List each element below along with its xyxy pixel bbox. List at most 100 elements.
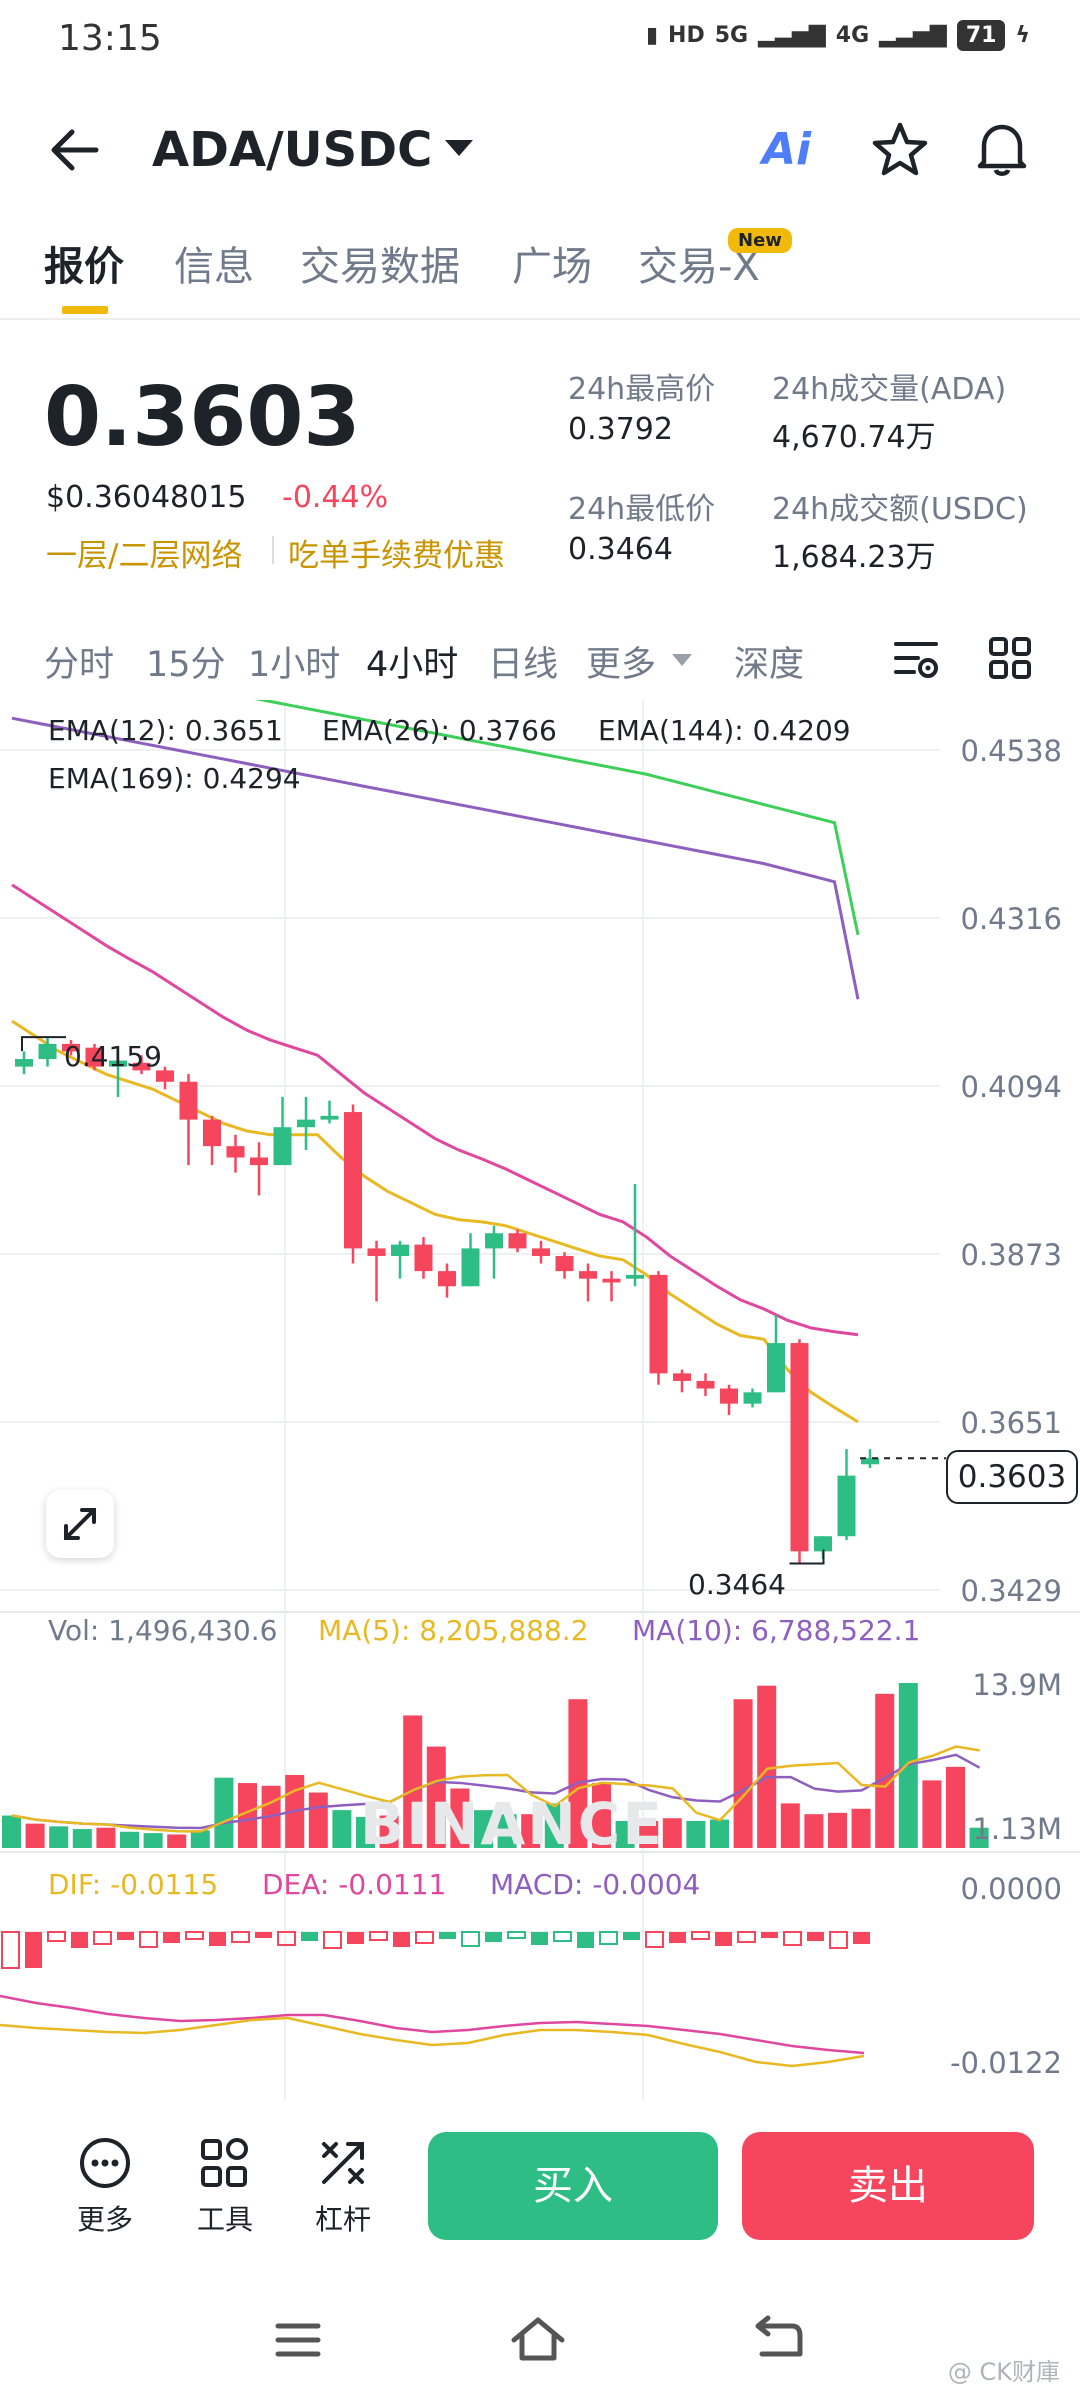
candle-body	[579, 1271, 597, 1279]
menu-icon[interactable]	[268, 2310, 328, 2370]
candle-body	[344, 1112, 362, 1249]
volume-bar	[592, 1783, 611, 1848]
layout-grid-icon[interactable]	[988, 636, 1032, 680]
fee-discount-link[interactable]: 吃单手续费优惠	[288, 538, 505, 574]
status-bar: 13:15 ▮ HD 5G ▂▃▅▇ 4G ▂▃▅▇ 71 ϟ	[0, 0, 1080, 80]
candle-body	[485, 1233, 503, 1249]
candle-body	[391, 1244, 409, 1256]
bottom-action-bar: 更多 工具 杠杆 买入 卖出	[0, 2110, 1080, 2260]
macd-histogram-bar	[185, 1931, 204, 1940]
macd-histogram-bar	[807, 1932, 824, 1941]
macd-histogram-bar	[623, 1932, 640, 1940]
macd-histogram-bar	[347, 1932, 364, 1944]
more-button[interactable]: 更多	[60, 2136, 150, 2238]
tab-square[interactable]: 广场	[512, 244, 592, 290]
candle-body	[438, 1271, 456, 1287]
low-24h-value: 0.3464	[568, 532, 673, 567]
volume-bar	[143, 1833, 163, 1848]
candle-body	[649, 1274, 668, 1374]
macd-histogram-bar	[415, 1931, 434, 1944]
volume-bar	[544, 1803, 564, 1848]
volume-bar	[190, 1830, 210, 1848]
ema12-line	[11, 1019, 859, 1424]
tools-label: 工具	[196, 2203, 253, 2236]
status-time: 13:15	[58, 18, 162, 59]
macd-histogram-bar	[71, 1932, 88, 1948]
bell-icon[interactable]	[972, 118, 1032, 180]
pair-title[interactable]: ADA/USDC	[152, 122, 433, 178]
macd-histogram-bar	[1, 1931, 20, 1969]
volume-bar	[851, 1808, 871, 1848]
candle-body	[602, 1278, 621, 1283]
interval-4h[interactable]: 4小时	[366, 645, 459, 685]
volume-ma10-line	[11, 1753, 981, 1830]
back-arrow-icon[interactable]	[50, 128, 100, 172]
candlestick-chart[interactable]	[0, 700, 1080, 2100]
pair-dropdown-caret-icon[interactable]	[445, 140, 473, 156]
macd-histogram-bar	[669, 1932, 686, 1943]
interval-1h[interactable]: 1小时	[248, 645, 341, 685]
macd-histogram-bar	[231, 1931, 250, 1943]
high-marker-line	[21, 1036, 66, 1052]
volume-bar	[308, 1792, 328, 1848]
volume-bar	[379, 1815, 399, 1848]
macd-histogram-bar	[323, 1931, 342, 1949]
tab-quote[interactable]: 报价	[44, 244, 124, 290]
volume-bar	[828, 1812, 847, 1848]
high-marker-label: 0.4159	[64, 1040, 162, 1073]
volume-bar	[946, 1766, 965, 1848]
volume-ma5-line	[11, 1745, 980, 1833]
buy-button[interactable]: 买入	[428, 2132, 718, 2240]
candle-body	[767, 1343, 785, 1393]
volume-bar	[25, 1823, 45, 1848]
tools-button[interactable]: 工具	[180, 2136, 270, 2238]
charging-icon: ϟ	[1015, 23, 1030, 48]
macd-dea-line	[0, 1994, 865, 2055]
interval-day[interactable]: 日线	[488, 645, 559, 685]
price-axis-label: 0.3429	[960, 1574, 1062, 1608]
hd-indicator: HD	[668, 23, 705, 48]
favorite-star-icon[interactable]	[870, 120, 930, 180]
macd-histogram-bar	[47, 1931, 66, 1942]
macd-histogram-bar	[117, 1932, 134, 1940]
volume-legend: Vol: 1,496,430.6	[48, 1614, 278, 1647]
interval-15m[interactable]: 15分	[146, 645, 226, 685]
tab-info[interactable]: 信息	[174, 244, 254, 290]
macd-value-legend: MACD: -0.0004	[490, 1868, 701, 1901]
price-axis-label: 0.3651	[960, 1406, 1062, 1440]
candle-body	[15, 1059, 33, 1067]
chart-settings-icon[interactable]	[892, 636, 940, 682]
ai-icon[interactable]: Ai	[762, 124, 812, 175]
more-caret-icon[interactable]	[672, 654, 692, 666]
macd-histogram-bar	[139, 1931, 158, 1948]
fullscreen-button[interactable]	[46, 1490, 114, 1558]
interval-depth[interactable]: 深度	[734, 645, 805, 685]
low-24h-label: 24h最低价	[568, 492, 716, 527]
tab-trading-data[interactable]: 交易数据	[300, 244, 460, 290]
signal-icon: ▂▃▅▇	[758, 23, 826, 48]
back-nav-icon[interactable]	[748, 2310, 808, 2370]
interval-more[interactable]: 更多	[586, 645, 657, 685]
network-link[interactable]: 一层/二层网络	[46, 538, 243, 574]
candle-body	[273, 1127, 292, 1166]
volume-bar	[120, 1831, 139, 1848]
low-marker-line	[789, 1549, 825, 1565]
home-icon[interactable]	[508, 2310, 568, 2370]
top-tabs: 报价 信息 交易数据 广场 交易-X	[0, 230, 1080, 320]
chart-area[interactable]: BINANCE EMA(12): 0.3651 EMA(26): 0.3766 …	[0, 700, 1080, 2100]
volume-bar	[497, 1814, 517, 1848]
credit-text: @ CK财庫	[947, 2358, 1060, 2386]
leverage-button[interactable]: 杠杆	[298, 2136, 388, 2238]
volume-bar	[332, 1810, 352, 1848]
volume-bar	[615, 1820, 635, 1848]
interval-time[interactable]: 分时	[44, 645, 115, 685]
sell-button[interactable]: 卖出	[742, 2132, 1034, 2240]
candle-body	[673, 1373, 691, 1381]
current-price-tag: 0.3603	[946, 1450, 1078, 1504]
volume-bar	[72, 1829, 92, 1848]
candle-body	[626, 1274, 644, 1279]
candle-body	[85, 1047, 104, 1067]
candle-body	[814, 1536, 832, 1552]
volume-bar	[238, 1783, 257, 1848]
volume-bar	[969, 1827, 989, 1848]
